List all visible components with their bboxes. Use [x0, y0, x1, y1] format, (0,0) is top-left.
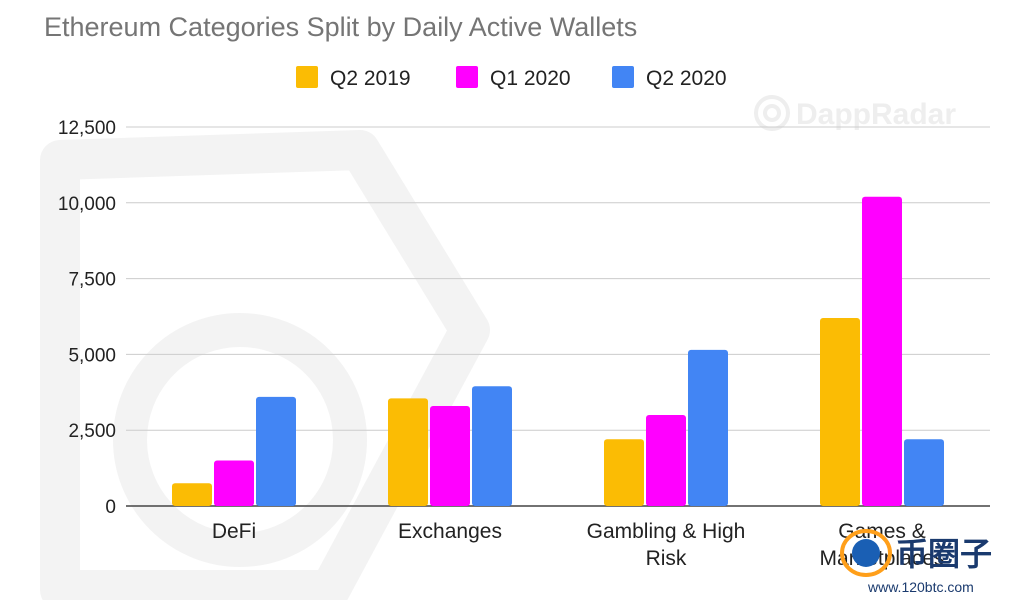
- x-axis-labels: DeFi Exchanges Gambling & High Risk Games & M…: [212, 520, 945, 570]
- y-tick-label: 7,500: [68, 270, 116, 291]
- bar: [604, 439, 644, 506]
- y-tick-label: 10,000: [58, 194, 116, 215]
- y-tick-label: 2,500: [68, 421, 116, 442]
- bar: [688, 349, 728, 506]
- legend-swatch: [456, 66, 478, 88]
- site-watermark: 币圈子 www.120btc.com: [840, 529, 992, 595]
- bar: [214, 460, 254, 506]
- bar: [820, 318, 860, 506]
- dappradar-watermark-text: DappRadar: [796, 98, 956, 131]
- bar: [904, 439, 944, 506]
- chart-title: Ethereum Categories Split by Daily Activ…: [44, 12, 637, 42]
- bar: [862, 196, 902, 506]
- legend-label: Q2 2019: [330, 67, 411, 90]
- x-category-label: DeFi: [212, 520, 256, 543]
- y-tick-label: 12,500: [58, 118, 116, 139]
- legend-swatch: [296, 66, 318, 88]
- x-category-label: Gambling & High Risk: [587, 520, 746, 570]
- bar: [646, 415, 686, 506]
- bar: [430, 405, 470, 506]
- bar: [472, 386, 512, 506]
- bars: [172, 196, 944, 506]
- legend-swatch: [612, 66, 634, 88]
- site-watermark-url: www.120btc.com: [867, 579, 974, 595]
- site-logo-icon: [840, 529, 892, 577]
- dappradar-watermark: DappRadar: [754, 95, 956, 131]
- legend: Q2 2019 Q1 2020 Q2 2020: [296, 66, 727, 90]
- x-category-label-line: DeFi: [212, 520, 256, 543]
- legend-label: Q2 2020: [646, 67, 727, 90]
- x-category-label: Exchanges: [398, 520, 502, 543]
- x-category-label-line: Risk: [646, 547, 687, 570]
- site-watermark-name: 币圈子: [896, 536, 992, 572]
- y-tick-label: 5,000: [68, 345, 116, 366]
- x-category-label-line: Marketplaces: [820, 547, 945, 570]
- dappradar-logo-icon: [754, 95, 790, 131]
- y-tick-label: 0: [105, 497, 116, 518]
- x-category-label-line: Exchanges: [398, 520, 502, 543]
- bar: [256, 396, 296, 506]
- bar: [172, 483, 212, 506]
- x-category-label: Games & Marketplaces: [820, 520, 945, 570]
- legend-label: Q1 2020: [490, 67, 571, 90]
- bar: [388, 398, 428, 506]
- x-category-label-line: Gambling & High: [587, 520, 746, 543]
- x-category-label-line: Games &: [838, 520, 926, 543]
- y-axis-ticks: 0 2,500 5,000 7,500 10,000 12,500: [58, 118, 116, 518]
